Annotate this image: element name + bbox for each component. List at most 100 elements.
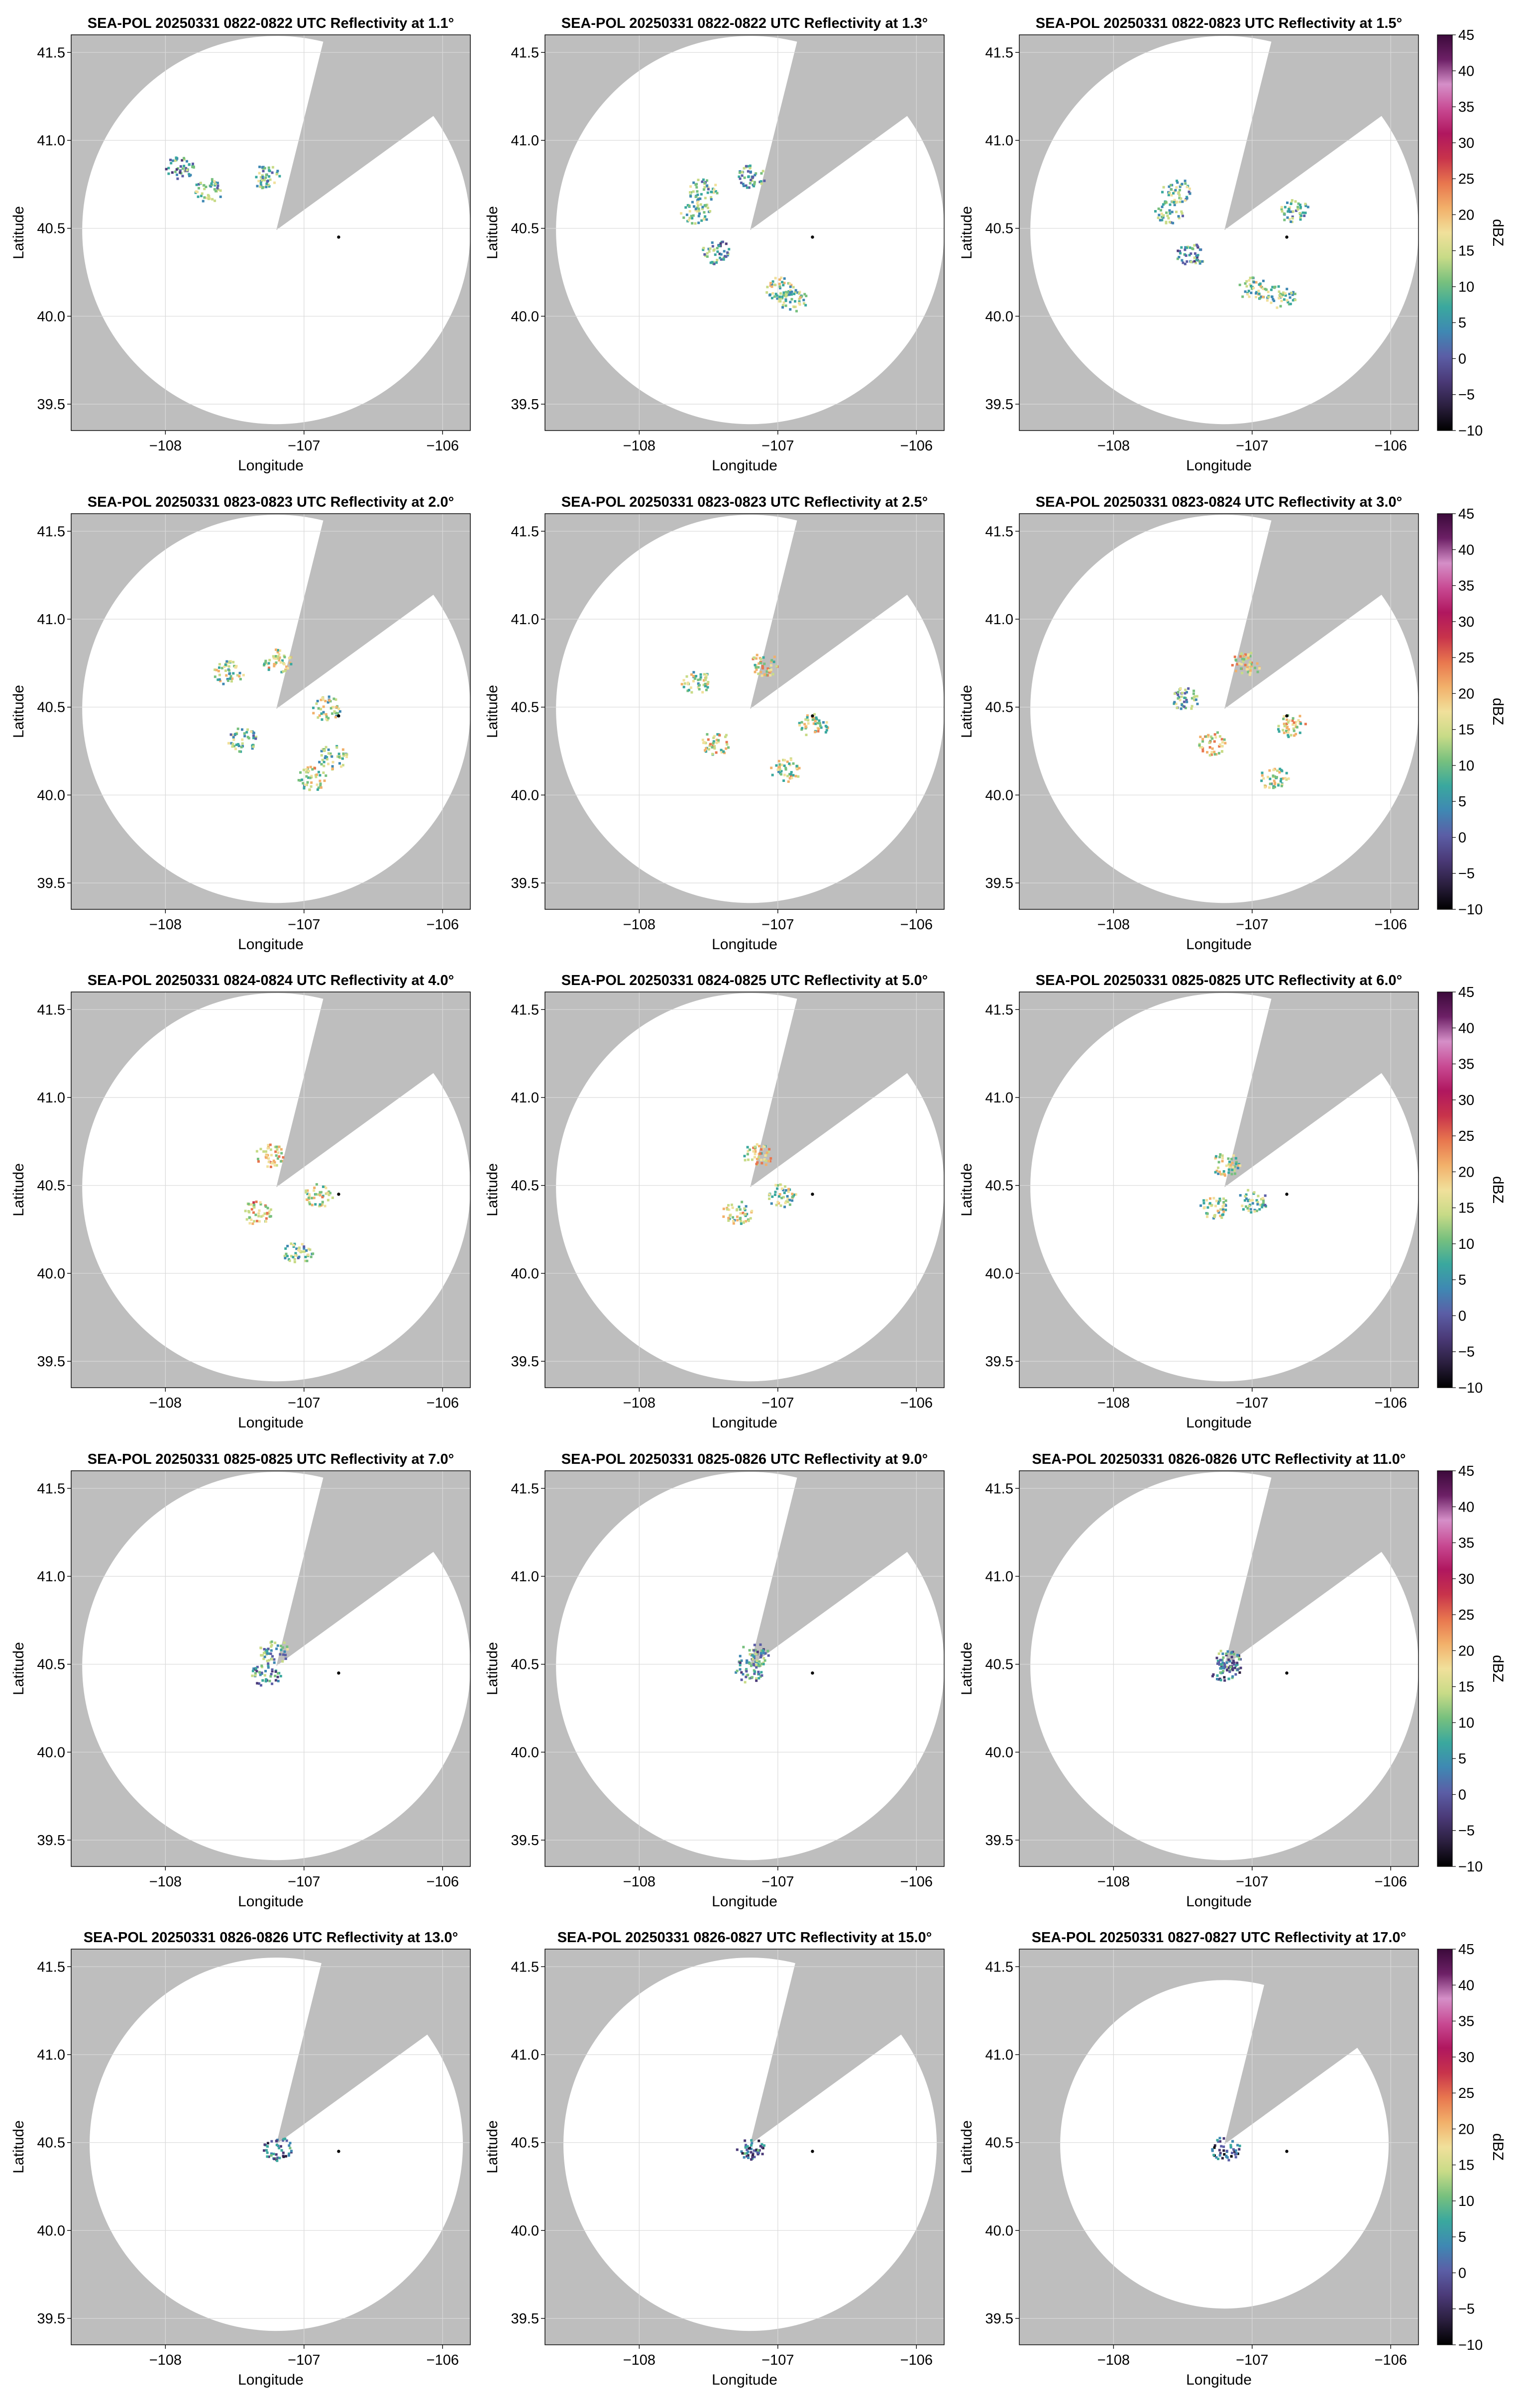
echo-pixel	[764, 673, 767, 676]
y-tick-label: 41.5	[985, 1481, 1013, 1497]
echo-pixel	[785, 293, 788, 296]
echo-pixel	[769, 1157, 772, 1160]
echo-pixel	[750, 2147, 753, 2150]
echo-pixel	[706, 686, 709, 689]
echo-pixel	[1220, 2145, 1223, 2148]
echo-pixel	[702, 683, 705, 686]
echo-pixel	[790, 293, 793, 296]
echo-pixel	[260, 1684, 262, 1687]
echo-pixel	[321, 697, 324, 700]
plot-area	[71, 1471, 470, 1866]
echo-pixel	[279, 661, 282, 664]
echo-pixel	[1214, 1171, 1217, 1174]
echo-pixel	[280, 1148, 283, 1151]
echo-pixel	[1288, 293, 1291, 296]
echo-pixel	[1290, 220, 1293, 223]
y-tick-label: 40.0	[985, 787, 1013, 803]
echo-pixel	[240, 746, 243, 749]
echo-pixel	[1191, 247, 1193, 250]
echo-pixel	[746, 186, 749, 189]
echo-pixel	[235, 732, 238, 735]
echo-pixel	[250, 730, 253, 733]
echo-pixel	[315, 702, 318, 705]
echo-pixel	[1161, 219, 1164, 221]
colorbar-tick-label: 25	[1458, 1607, 1474, 1623]
echo-pixel	[228, 672, 231, 675]
echo-pixel	[273, 1161, 276, 1164]
echo-pixel	[784, 291, 787, 294]
echo-pixel	[262, 1214, 265, 1217]
echo-pixel	[1198, 260, 1201, 263]
radar-coverage	[82, 515, 470, 903]
colorbar-tick-label: 25	[1458, 2085, 1474, 2101]
echo-pixel	[771, 673, 774, 676]
x-tick-label: −106	[900, 917, 933, 933]
y-tick-label: 40.5	[511, 2135, 539, 2151]
echo-pixel	[1180, 197, 1183, 200]
y-tick-label: 39.5	[985, 397, 1013, 413]
echo-pixel	[699, 678, 702, 681]
panel-title: SEA-POL 20250331 0825-0826 UTC Reflectiv…	[561, 1451, 928, 1467]
echo-pixel	[724, 735, 727, 738]
echo-pixel	[1193, 260, 1196, 263]
echo-pixel	[192, 165, 195, 168]
echo-pixel	[266, 1659, 269, 1662]
echo-pixel	[319, 1191, 322, 1194]
echo-pixel	[759, 1652, 762, 1655]
echo-pixel	[1192, 696, 1195, 699]
echo-pixel	[217, 678, 219, 681]
echo-pixel	[798, 766, 801, 769]
echo-pixel	[1283, 298, 1286, 301]
echo-pixel	[255, 176, 258, 179]
echo-pixel	[1235, 2152, 1238, 2155]
radar-coverage	[1060, 1980, 1389, 2309]
echo-pixel	[275, 661, 278, 664]
echo-pixel	[270, 1643, 273, 1646]
echo-pixel	[283, 656, 286, 658]
echo-pixel	[1225, 1661, 1228, 1664]
echo-pixel	[1191, 705, 1193, 708]
echo-pixel	[728, 1208, 731, 1211]
echo-pixel	[262, 186, 265, 189]
echo-pixel	[1154, 210, 1157, 213]
echo-pixel	[1223, 1663, 1226, 1666]
echo-pixel	[1177, 691, 1180, 694]
echo-pixel	[1292, 717, 1295, 720]
echo-pixel	[699, 203, 702, 206]
echo-pixel	[764, 1154, 767, 1157]
echo-pixel	[1227, 1677, 1230, 1680]
echo-pixel	[1248, 663, 1251, 666]
colorbar-tick-label: 0	[1458, 1787, 1466, 1803]
echo-pixel	[1218, 2149, 1221, 2152]
echo-pixel	[1185, 699, 1188, 701]
echo-pixel	[334, 711, 337, 714]
echo-pixel	[318, 761, 321, 764]
echo-pixel	[263, 2143, 266, 2146]
echo-pixel	[1251, 1199, 1254, 1202]
y-tick-label: 40.0	[37, 1266, 65, 1282]
echo-pixel	[1278, 297, 1281, 300]
y-tick-label: 40.5	[985, 700, 1013, 716]
echo-cell	[318, 745, 348, 771]
echo-pixel	[267, 1662, 270, 1665]
y-axis-label: Latitude	[10, 1163, 27, 1216]
echo-pixel	[783, 765, 786, 767]
echo-pixel	[309, 776, 312, 779]
echo-pixel	[302, 782, 305, 785]
echo-pixel	[715, 741, 718, 744]
colorbar-tick-label: 35	[1458, 2014, 1474, 2030]
echo-pixel	[234, 666, 237, 669]
echo-pixel	[1217, 1211, 1220, 1214]
echo-pixel	[721, 240, 724, 243]
echo-pixel	[762, 656, 765, 659]
echo-pixel	[1188, 190, 1191, 193]
echo-pixel	[1270, 301, 1273, 304]
echo-pixel	[697, 682, 700, 685]
echo-pixel	[696, 193, 699, 196]
echo-pixel	[284, 1247, 287, 1250]
echo-cell	[1280, 199, 1309, 223]
echo-pixel	[1234, 1172, 1236, 1175]
echo-pixel	[771, 773, 774, 776]
echo-pixel	[259, 1148, 262, 1151]
y-tick-label: 39.5	[985, 2311, 1013, 2327]
